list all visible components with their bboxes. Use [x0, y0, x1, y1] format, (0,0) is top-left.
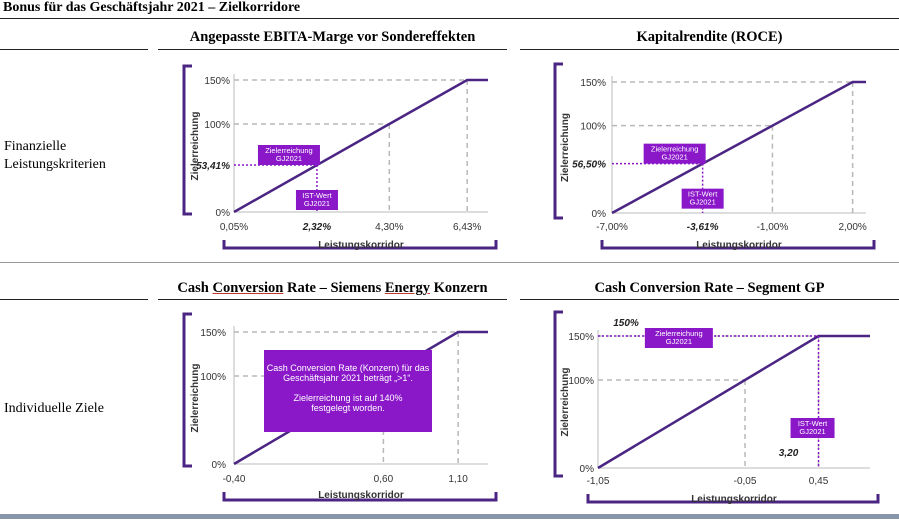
chart-ccr-gp: Zielerreichung Leistungskorridor 0% 100% 150…: [553, 310, 880, 505]
y-tick-label: 150%: [580, 78, 606, 89]
zielerreichung-label-text: Zielerreichung: [651, 145, 699, 154]
ist-wert-value: -3,61%: [687, 222, 719, 233]
x-tick-label: -1,00%: [757, 222, 789, 233]
chart-ebita: Zielerreichung Leistungskorridor 0% 100% 150…: [182, 64, 498, 251]
series-line: [611, 80, 866, 215]
y-tick-label: 0%: [216, 208, 231, 219]
note-text: Zielerreichung ist auf 140%: [293, 393, 402, 403]
ist-wert-label-box: [790, 418, 835, 438]
x-tick-label: 0,45: [809, 476, 829, 487]
y-tick-label: 0%: [580, 464, 595, 475]
x-tick-label: 2,00%: [838, 222, 866, 233]
x-axis-bracket: [222, 240, 498, 250]
ist-wert-label-text: IST-Wert: [688, 190, 718, 199]
ist-wert-label-text: IST-Wert: [302, 191, 332, 200]
title-part-underlined: Conversion: [212, 280, 284, 296]
x-tick-label: 0,05%: [220, 222, 248, 233]
zielerreichung-label-text: Zielerreichung: [265, 146, 313, 155]
ist-wert-label-text: GJ2021: [689, 198, 715, 207]
zielerreichung-label-box: [257, 144, 320, 165]
note-text: festgelegt worden.: [311, 403, 385, 413]
x-tick-label: -7,00%: [596, 222, 628, 233]
row-label-financial: Finanzielle Leistungskriterien: [4, 138, 106, 174]
row2-rule-middle: [158, 299, 507, 300]
x-tick-label: -0,40: [223, 474, 246, 485]
x-axis-title: Leistungskorridor: [318, 490, 404, 501]
chart-roce: Zielerreichung Leistungskorridor 0% 100% 150…: [553, 62, 876, 251]
y-axis-bracket: [182, 64, 192, 216]
x-axis-bracket: [600, 240, 876, 250]
x-axis-title: Leistungskorridor: [696, 240, 782, 251]
title-part-underlined: Energy: [384, 280, 430, 296]
zielerreichung-label-text: GJ2021: [666, 337, 692, 346]
y-axis-bracket: [553, 62, 563, 220]
zielerreichung-value: 150%: [613, 318, 639, 329]
y-tick-label: 0%: [212, 460, 227, 471]
page-title: Bonus für das Geschäftsjahr 2021 – Zielk…: [3, 0, 301, 15]
header-rule-right: [520, 49, 899, 50]
panel-title-ccr-group: Cash Conversion Rate – Siemens Energy Ko…: [158, 280, 507, 297]
ist-wert-value: 2,32%: [302, 222, 331, 233]
x-tick-label: 0,60: [374, 474, 394, 485]
title-part: Konzern: [429, 280, 488, 296]
zielerreichung-value: 53,41%: [196, 161, 230, 172]
x-axis-bracket: [586, 494, 880, 504]
header-rule-left: [0, 49, 148, 50]
x-tick-label: 4,30%: [375, 222, 403, 233]
y-tick-label: 0%: [592, 209, 607, 220]
note-text: Cash Conversion Rate (Konzern) für das: [267, 363, 430, 373]
y-tick-label: 150%: [568, 332, 594, 343]
zielerreichung-label-text: GJ2021: [276, 154, 302, 163]
y-axis-title: Zielerreichung: [190, 112, 201, 181]
y-axis-title: Zielerreichung: [190, 364, 201, 433]
x-axis-title: Leistungskorridor: [318, 240, 404, 251]
zielerreichung-label-box: [644, 328, 713, 348]
ist-wert-label-text: IST-Wert: [798, 419, 828, 428]
row-label-individual: Individuelle Ziele: [4, 401, 104, 416]
y-tick-label: 100%: [568, 376, 594, 387]
ist-wert-label-text: GJ2021: [799, 427, 825, 436]
y-tick-label: 100%: [204, 120, 230, 131]
y-tick-label: 100%: [200, 372, 226, 383]
row-label-financial-line1: Finanzielle: [4, 139, 67, 154]
note-text: Geschäftsjahr 2021 beträgt „>1“.: [283, 373, 413, 383]
ist-wert-value: 3,20: [779, 448, 799, 459]
bottom-bar: [0, 514, 899, 519]
zielerreichung-value: 56,50%: [572, 160, 606, 171]
panel-title-ccr-gp: Cash Conversion Rate – Segment GP: [594, 280, 825, 296]
row2-rule-left: [0, 299, 148, 300]
ist-wert-label-box: [681, 188, 724, 209]
row-divider: [0, 262, 899, 263]
y-tick-label: 100%: [580, 122, 606, 133]
y-axis-title: Zielerreichung: [560, 368, 571, 437]
title-part: Cash: [177, 280, 213, 296]
chart-ccr-group: Zielerreichung Leistungskorridor 0% 100% 150…: [182, 312, 498, 502]
x-tick-label: 1,10: [448, 474, 468, 485]
x-tick-label: -1,05: [587, 476, 610, 487]
title-underline: [0, 18, 899, 19]
y-axis-bracket: [553, 310, 563, 478]
header-rule-middle: [158, 49, 507, 50]
note-box: [264, 350, 432, 432]
y-axis-bracket: [182, 312, 192, 468]
zielerreichung-label-text: Zielerreichung: [655, 329, 703, 338]
panel-title-roce: Kapitalrendite (ROCE): [636, 29, 783, 45]
x-axis-bracket: [222, 492, 498, 502]
x-axis-title: Leistungskorridor: [691, 494, 777, 505]
x-tick-label: -0,05: [734, 476, 757, 487]
series-line: [597, 334, 870, 470]
y-axis-title: Zielerreichung: [560, 113, 571, 182]
title-part: Rate – Siemens: [283, 280, 385, 296]
zielerreichung-label-text: GJ2021: [661, 153, 687, 162]
ist-wert-label-text: GJ2021: [304, 199, 330, 208]
y-tick-label: 150%: [200, 328, 226, 339]
panel-title-ebita: Angepasste EBITA-Marge vor Sondereffekte…: [189, 29, 476, 45]
row-label-financial-line2: Leistungskriterien: [4, 157, 106, 172]
zielerreichung-label-box: [643, 143, 706, 164]
series-line: [233, 78, 488, 214]
x-tick-label: 6,43%: [453, 222, 481, 233]
y-tick-label: 150%: [204, 76, 230, 87]
ist-wert-label-box: [295, 189, 338, 210]
row2-rule-right: [520, 299, 899, 300]
